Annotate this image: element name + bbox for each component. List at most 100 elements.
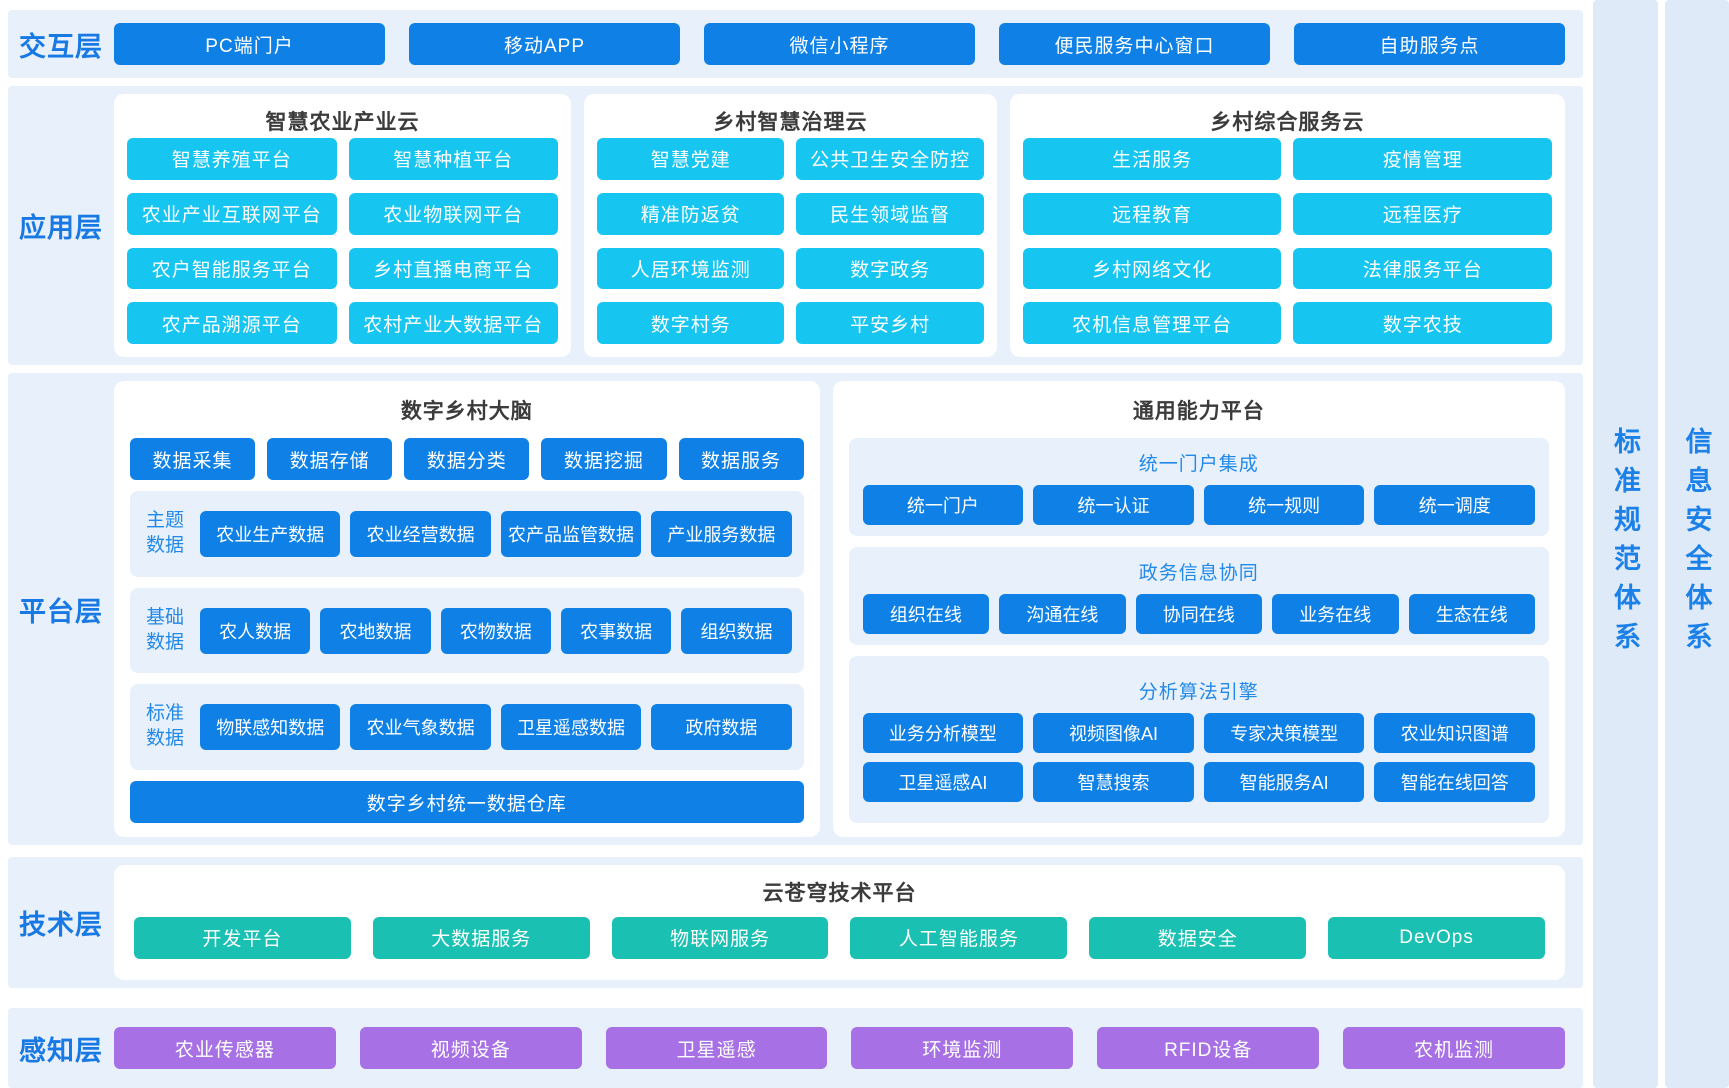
side-system-security-label: 信息安全体系 (1681, 427, 1712, 661)
data-item: 产业服务数据 (651, 510, 792, 557)
cloud-item: 农业物联网平台 (348, 192, 559, 235)
technology-item-iot-service: 物联网服务 (611, 916, 829, 959)
capability-item: 协同在线 (1135, 593, 1263, 634)
perception-content: 农业传感器 视频设备 卫星遥感 环境监测 RFID设备 农机监测 (114, 1008, 1583, 1088)
interaction-item-mobile-app: 移动APP (409, 23, 680, 65)
capability-item: 视频图像AI (1033, 712, 1194, 753)
capability-item: 农业知识图谱 (1374, 712, 1535, 753)
cloud-item: 民生领域监督 (796, 192, 984, 235)
capability-group-analysis-algorithm-engine: 分析算法引擎 业务分析模型 视频图像AI 专家决策模型 农业知识图谱 卫星遥感A… (848, 655, 1549, 823)
layer-label-technology: 技术层 (19, 910, 103, 940)
cloud-comprehensive-service: 乡村综合服务云 生活服务 疫情管理 远程教育 远程医疗 乡村网络文化 法律服务平… (1009, 94, 1565, 357)
capability-item: 统一认证 (1033, 484, 1194, 525)
capability-item: 卫星遥感AI (862, 761, 1024, 802)
cloud-grid: 智慧养殖平台 智慧种植平台 农业产业互联网平台 农业物联网平台 农户智能服务平台… (127, 138, 559, 344)
capability-group-heading: 统一门户集成 (1138, 453, 1259, 475)
data-item: 农产品监管数据 (500, 510, 642, 557)
cloud-item: 农业产业互联网平台 (127, 192, 337, 235)
technology-item-bigdata-service: 大数据服务 (372, 916, 590, 959)
cloud-item: 平安乡村 (796, 302, 984, 344)
capability-item: 智慧搜索 (1033, 761, 1194, 802)
capability-item: 业务分析模型 (862, 712, 1024, 753)
capability-item: 统一规则 (1203, 484, 1365, 525)
cloud-item: 农户智能服务平台 (127, 247, 337, 290)
side-system-standards: 标准规范体系 (1593, 0, 1658, 1088)
diagram-main-column: 交互层 PC端门户 移动APP 微信小程序 便民服务中心窗口 自助服务点 应用层… (8, 0, 1583, 1088)
data-item: 物联感知数据 (200, 704, 341, 751)
perception-item-rfid-devices: RFID设备 (1097, 1027, 1320, 1069)
perception-item-agri-machinery-monitoring: 农机监测 (1343, 1027, 1565, 1069)
brain-function-item: 数据分类 (404, 438, 530, 480)
data-item: 农业经营数据 (350, 510, 491, 557)
technology-row: 开发平台 大数据服务 物联网服务 人工智能服务 数据安全 DevOps (134, 909, 1545, 966)
interaction-content: PC端门户 移动APP 微信小程序 便民服务中心窗口 自助服务点 (114, 10, 1583, 78)
cloud-item: 农产品溯源平台 (127, 302, 337, 344)
brain-title: 数字乡村大脑 (400, 400, 533, 423)
cloud-item: 疫情管理 (1293, 138, 1552, 180)
capability-group-portal-integration: 统一门户集成 统一门户 统一认证 统一规则 统一调度 (848, 438, 1549, 536)
panel-digital-village-brain: 数字乡村大脑 数据采集 数据存储 数据分类 数据挖掘 数据服务 主题数据 农业生… (114, 381, 820, 837)
cloud-item: 数字政务 (796, 247, 984, 290)
perception-item-agri-sensors: 农业传感器 (114, 1027, 336, 1069)
technology-content: 云苍穹技术平台 开发平台 大数据服务 物联网服务 人工智能服务 数据安全 Dev… (114, 857, 1583, 988)
data-group-items: 农业生产数据 农业经营数据 农产品监管数据 产业服务数据 (200, 499, 792, 569)
cloud-item: 公共卫生安全防控 (796, 138, 984, 180)
layer-technology: 技术层 云苍穹技术平台 开发平台 大数据服务 物联网服务 人工智能服务 数据安全… (8, 857, 1583, 988)
capability-row: 业务分析模型 视频图像AI 专家决策模型 农业知识图谱 (862, 712, 1535, 753)
capability-row: 组织在线 沟通在线 协同在线 业务在线 生态在线 (862, 593, 1535, 634)
capability-group-gov-info-collaboration: 政务信息协同 组织在线 沟通在线 协同在线 业务在线 生态在线 (848, 546, 1549, 645)
interaction-item-pc-portal: PC端门户 (114, 23, 385, 65)
capability-item: 业务在线 (1272, 593, 1399, 634)
layer-platform: 平台层 数字乡村大脑 数据采集 数据存储 数据分类 数据挖掘 数据服务 主题数据 (8, 373, 1583, 845)
data-group-label: 标准数据 (145, 703, 184, 750)
layer-application: 应用层 智慧农业产业云 智慧养殖平台 智慧种植平台 农业产业互联网平台 农业物联… (8, 86, 1583, 365)
perception-row: 农业传感器 视频设备 卫星遥感 环境监测 RFID设备 农机监测 (114, 1016, 1565, 1080)
data-item: 农事数据 (560, 607, 672, 654)
cloud-grid: 智慧党建 公共卫生安全防控 精准防返贫 民生领域监督 人居环境监测 数字政务 数… (597, 138, 984, 344)
brain-function-item: 数据挖掘 (541, 438, 667, 480)
data-group-basic: 基础数据 农人数据 农地数据 农物数据 农事数据 组织数据 (130, 587, 804, 674)
data-item: 组织数据 (681, 607, 792, 654)
capability-item: 组织在线 (862, 593, 990, 634)
layer-label-perception: 感知层 (19, 1035, 103, 1066)
data-item: 卫星遥感数据 (500, 704, 642, 751)
capability-item: 专家决策模型 (1203, 712, 1365, 753)
capability-item: 生态在线 (1408, 593, 1535, 634)
cloud-item: 智慧养殖平台 (127, 138, 337, 180)
cloud-item: 数字村务 (597, 302, 785, 344)
technology-item-data-security: 数据安全 (1089, 916, 1307, 959)
cloud-item: 精准防返贫 (597, 192, 785, 235)
cloud-item: 远程教育 (1022, 192, 1282, 235)
data-item: 农地数据 (320, 607, 431, 654)
cloud-smart-governance: 乡村智慧治理云 智慧党建 公共卫生安全防控 精准防返贫 民生领域监督 人居环境监… (584, 94, 997, 357)
layer-interaction: 交互层 PC端门户 移动APP 微信小程序 便民服务中心窗口 自助服务点 (8, 10, 1583, 78)
data-group-items: 农人数据 农地数据 农物数据 农事数据 组织数据 (200, 596, 792, 666)
cloud-item: 远程医疗 (1293, 192, 1552, 235)
capability-item: 统一调度 (1374, 484, 1535, 525)
panel-general-capability: 通用能力平台 统一门户集成 统一门户 统一认证 统一规则 统一调度 政务信息协同 (832, 381, 1565, 837)
interaction-row: PC端门户 移动APP 微信小程序 便民服务中心窗口 自助服务点 (114, 18, 1565, 70)
data-item: 农物数据 (440, 607, 551, 654)
cloud-item: 智慧种植平台 (348, 138, 559, 180)
cloud-item: 农机信息管理平台 (1022, 302, 1282, 344)
side-system-standards-label: 标准规范体系 (1610, 427, 1640, 661)
capability-group-heading: 政务信息协同 (1138, 562, 1259, 584)
side-system-security: 信息安全体系 (1665, 0, 1729, 1088)
cloud-grid: 生活服务 疫情管理 远程教育 远程医疗 乡村网络文化 法律服务平台 农机信息管理… (1022, 138, 1552, 344)
cloud-title: 乡村综合服务云 (1210, 111, 1365, 134)
cloud-item: 乡村直播电商平台 (348, 247, 559, 290)
data-group-items: 物联感知数据 农业气象数据 卫星遥感数据 政府数据 (200, 692, 792, 762)
layer-label-application: 应用层 (19, 213, 103, 243)
panel-cloud-tech-platform: 云苍穹技术平台 开发平台 大数据服务 物联网服务 人工智能服务 数据安全 Dev… (114, 865, 1565, 980)
interaction-item-self-service-point: 自助服务点 (1294, 23, 1565, 65)
capability-item: 统一门户 (862, 484, 1024, 525)
perception-item-satellite-remote-sensing: 卫星遥感 (605, 1027, 828, 1069)
capability-group-heading: 分析算法引擎 (1138, 681, 1259, 703)
layer-label-platform: 平台层 (19, 596, 103, 627)
data-item: 政府数据 (651, 704, 792, 751)
capability-item: 智能服务AI (1203, 761, 1365, 802)
cloud-title: 乡村智慧治理云 (713, 111, 868, 134)
data-item: 农人数据 (200, 607, 311, 654)
cloud-item: 乡村网络文化 (1022, 247, 1282, 290)
